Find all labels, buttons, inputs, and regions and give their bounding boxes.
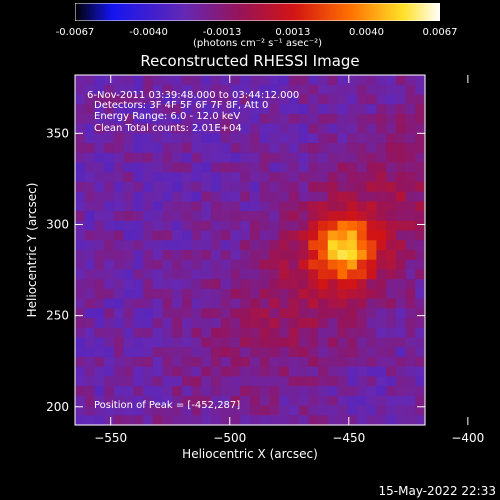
y-tick-label: 350 <box>46 126 69 140</box>
y-tick-label: 200 <box>46 400 69 414</box>
annotation-peak-position: Position of Peak = [-452,287] <box>94 400 240 411</box>
x-tick-label: −500 <box>213 431 246 445</box>
annotation-clean-counts: Clean Total counts: 2.01E+04 <box>94 123 242 134</box>
y-axis-label: Heliocentric Y (arcsec) <box>25 183 39 318</box>
colorbar-gradient <box>75 3 440 21</box>
colorbar-tick-label: -0.0013 <box>202 27 242 38</box>
colorbar-units: (photons cm⁻² s⁻¹ asec⁻²) <box>192 38 323 49</box>
y-tick-label: 300 <box>46 217 69 231</box>
colorbar-tick-labels: -0.0067 -0.0040 -0.0013 0.0013 0.0040 0.0067 <box>0 0 500 60</box>
annotation-detectors: Detectors: 3F 4F 5F 6F 7F 8F, Att 0 <box>94 100 268 111</box>
colorbar-tick-label: 0.0067 <box>422 27 458 38</box>
x-tick-label: −550 <box>94 431 127 445</box>
colorbar-tick-label: 0.0040 <box>348 27 384 38</box>
timestamp: 15-May-2022 22:33 <box>378 484 496 498</box>
colorbar-tick-label: -0.0067 <box>55 27 95 38</box>
annotation-energy-range: Energy Range: 6.0 - 12.0 keV <box>94 111 240 122</box>
colorbar <box>75 3 440 21</box>
plot-frame <box>74 74 426 426</box>
chart-title: Reconstructed RHESSI Image <box>140 52 360 70</box>
x-axis: −550 −500 −450 −400 <box>94 75 484 445</box>
colorbar-tick-label: 0.0013 <box>275 27 311 38</box>
x-tick-label: −450 <box>332 431 365 445</box>
annotation-time-range: 6-Nov-2011 03:39:48.000 to 03:44:12.000 <box>87 90 299 101</box>
colorbar-tick-label: -0.0040 <box>129 27 168 38</box>
x-tick-label: −400 <box>451 431 484 445</box>
x-axis-label: Heliocentric X (arcsec) <box>182 447 318 461</box>
y-axis: 200 250 300 350 <box>46 126 425 414</box>
heatmap-image <box>75 75 426 426</box>
y-tick-label: 250 <box>46 309 69 323</box>
